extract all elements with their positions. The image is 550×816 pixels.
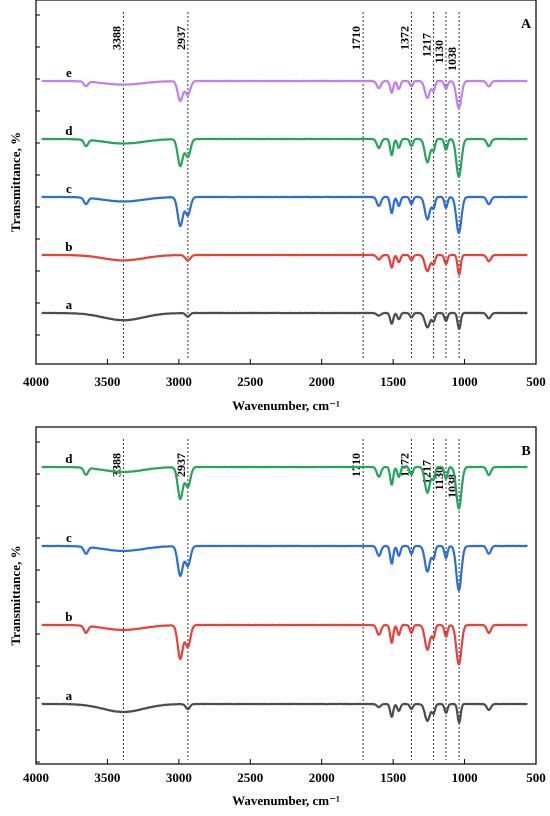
y-axis-title: Transmittance, %	[8, 132, 23, 232]
x-tick-label: 3500	[94, 770, 120, 785]
plot-frame	[35, 0, 537, 365]
panel-label: B	[521, 444, 530, 459]
series-label-e: e	[66, 65, 72, 80]
x-tick-label: 1500	[380, 374, 406, 389]
reference-line-label: 1038	[445, 47, 459, 71]
reference-line-label: 1372	[397, 26, 411, 50]
panel-label: A	[521, 17, 532, 32]
series-line-e	[41, 79, 528, 109]
series-line-c	[41, 544, 528, 592]
reference-line-label: 1217	[420, 33, 434, 57]
plot-frame	[35, 426, 537, 765]
series-line-d	[41, 137, 528, 178]
series-label-b: b	[65, 609, 72, 624]
series-line-b	[41, 253, 528, 276]
x-axis-title: Wavenumber, cm⁻¹	[232, 398, 340, 413]
x-tick-label: 3000	[166, 770, 192, 785]
x-tick-label: 500	[526, 374, 546, 389]
series-label-d: d	[65, 451, 73, 466]
series-label-a: a	[66, 297, 73, 312]
series-line-d	[41, 465, 528, 510]
reference-line-label: 2937	[174, 453, 188, 477]
chart-panel-A: 4000 3500 3000 2500 2000 1500 1000 500 Wavenumbe…	[8, 0, 546, 413]
series-line-b	[41, 623, 528, 666]
x-tick-label: 1000	[452, 770, 478, 785]
x-tick-label: 500	[526, 770, 546, 785]
x-tick-label: 4000	[23, 770, 49, 785]
reference-line-label: 1710	[349, 453, 363, 477]
x-tick-label: 1500	[380, 770, 406, 785]
series-line-a	[41, 311, 528, 330]
series-line-c	[41, 195, 528, 235]
series-label-b: b	[65, 239, 72, 254]
series-label-c: c	[66, 181, 72, 196]
x-tick-label: 2500	[237, 374, 263, 389]
x-tick-label: 4000	[23, 374, 49, 389]
x-tick-label: 2000	[309, 374, 335, 389]
y-axis-title: Transmittance, %	[8, 545, 23, 645]
series-line-a	[41, 702, 528, 724]
series-label-c: c	[66, 530, 72, 545]
reference-line-label: 3388	[109, 453, 123, 477]
reference-line-label: 2937	[174, 26, 188, 50]
x-axis-title: Wavenumber, cm⁻¹	[232, 793, 340, 808]
x-tick-label: 2000	[309, 770, 335, 785]
reference-line-label: 1710	[349, 26, 363, 50]
series-label-a: a	[66, 688, 73, 703]
x-tick-label: 3000	[166, 374, 192, 389]
x-tick-label: 1000	[452, 374, 478, 389]
x-tick-label: 3500	[94, 374, 120, 389]
reference-line-label: 3388	[109, 26, 123, 50]
reference-line-label: 1130	[432, 40, 446, 63]
series-label-d: d	[65, 123, 73, 138]
x-tick-label: 2500	[237, 770, 263, 785]
chart-panel-B: 4000 3500 3000 2500 2000 1500 1000 500 Wavenumbe…	[8, 426, 546, 808]
